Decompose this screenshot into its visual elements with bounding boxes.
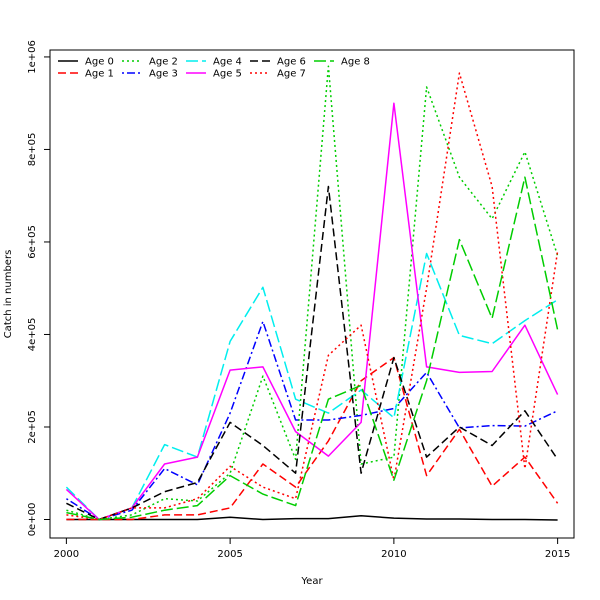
y-tick-label: 6e+05 [27, 225, 38, 259]
series-line-age-2 [66, 65, 559, 521]
y-tick-label: 2e+05 [27, 410, 38, 444]
y-tick-label: 8e+05 [27, 133, 38, 167]
y-axis-title: Catch in numbers [3, 250, 14, 339]
x-tick-label: 2010 [381, 549, 406, 560]
plot-frame [49, 49, 575, 539]
y-axis: 0e+00 2e+05 4e+05 6e+05 8e+05 1e+06 [27, 40, 50, 536]
series-line-age-7 [66, 72, 559, 521]
legend-label: Age 8 [341, 57, 370, 68]
legend-label: Age 6 [277, 57, 306, 68]
legend-label: Age 7 [277, 69, 306, 80]
x-axis: 2000 2005 2010 2015 [54, 538, 570, 560]
legend-label: Age 0 [85, 57, 114, 68]
series-line-age-8 [66, 176, 559, 521]
y-tick-label: 4e+05 [27, 318, 38, 352]
y-tick-label: 0e+00 [27, 503, 38, 537]
legend-label: Age 5 [213, 69, 242, 80]
series-layer [65, 65, 559, 521]
series-line-age-6 [66, 185, 559, 521]
x-axis-title: Year [300, 576, 323, 587]
series-line-age-3 [65, 320, 558, 521]
x-tick-label: 2005 [217, 549, 242, 560]
series-line-age-1 [66, 356, 559, 521]
x-tick-label: 2015 [545, 549, 570, 560]
x-tick-label: 2000 [54, 549, 79, 560]
legend-label: Age 3 [149, 69, 178, 80]
legend-label: Age 4 [213, 57, 242, 68]
legend-label: Age 2 [149, 57, 178, 68]
legend-label: Age 1 [85, 69, 114, 80]
series-line-age-0 [66, 515, 558, 521]
series-line-age-4 [65, 252, 559, 521]
series-line-age-5 [65, 102, 559, 521]
y-tick-label: 1e+06 [27, 40, 38, 74]
